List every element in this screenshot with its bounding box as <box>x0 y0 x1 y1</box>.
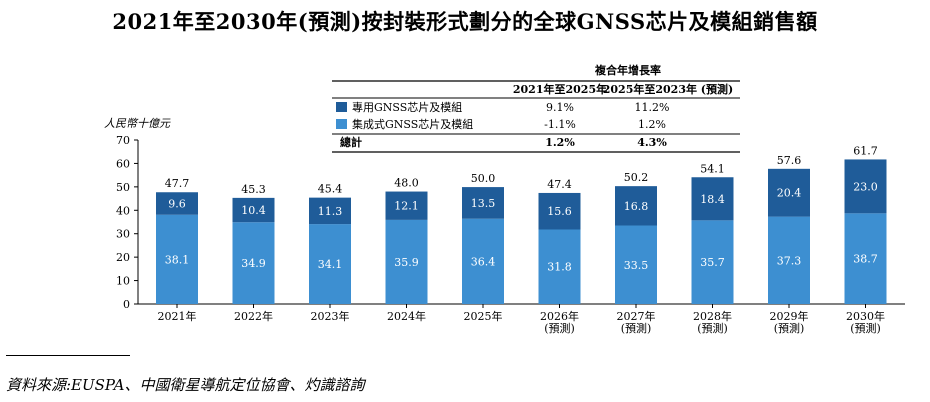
legend-label: 專用GNSS芯片及模組 <box>352 100 462 114</box>
bar-label-dedicated: 20.4 <box>777 187 802 200</box>
bar-dedicated <box>538 192 581 230</box>
x-tick-label: 2028年 <box>693 309 732 323</box>
bar-integrated <box>768 216 810 304</box>
bar-integrated <box>232 222 275 304</box>
cagr-column-header: 2025年至2023年 (預測) <box>603 82 733 96</box>
x-tick-label: (預測) <box>621 321 652 335</box>
bar-label-dedicated: 10.4 <box>241 204 266 217</box>
bar-total-label: 61.7 <box>853 144 878 157</box>
bar-total-label: 47.4 <box>547 178 572 191</box>
x-tick-label: 2029年 <box>770 309 809 323</box>
bar-total-label: 47.7 <box>165 177 190 190</box>
bar-label-integrated: 38.1 <box>165 253 190 266</box>
cagr-total-label: 總計 <box>340 135 362 149</box>
bar-label-dedicated: 11.3 <box>318 205 343 218</box>
x-tick-label: 2026年 <box>540 309 579 323</box>
bar-dedicated <box>232 197 275 223</box>
bar-total-label: 48.0 <box>394 177 419 190</box>
bar-total-label: 50.2 <box>624 171 649 184</box>
y-tick-label: 40 <box>116 204 130 217</box>
legend-swatch <box>336 102 347 112</box>
cagr-table-header: 複合年增長率 <box>594 63 661 77</box>
bar-total-label: 45.4 <box>318 183 343 196</box>
y-tick-label: 60 <box>116 157 130 170</box>
bar-total-label: 54.1 <box>700 162 725 175</box>
bar-total-label: 50.0 <box>471 172 496 185</box>
bar-label-dedicated: 13.5 <box>471 197 496 210</box>
x-tick-label: 2027年 <box>617 309 656 323</box>
bar-dedicated <box>844 159 887 214</box>
bar-label-integrated: 34.9 <box>241 257 266 270</box>
bar-integrated <box>156 214 198 304</box>
y-tick-label: 10 <box>116 275 130 288</box>
bar-label-integrated: 35.7 <box>700 256 725 269</box>
y-tick-label: 50 <box>116 181 130 194</box>
cagr-value: 11.2% <box>635 101 670 114</box>
x-tick-label: (預測) <box>850 321 881 335</box>
legend-label: 集成式GNSS芯片及模組 <box>352 117 473 131</box>
cagr-value: 9.1% <box>546 101 574 114</box>
y-tick-label: 30 <box>116 228 130 241</box>
x-tick-label: (預測) <box>697 321 728 335</box>
bar-label-dedicated: 18.4 <box>700 193 725 206</box>
y-tick-label: 70 <box>116 134 130 147</box>
bar-dedicated <box>615 186 657 226</box>
bar-label-integrated: 37.3 <box>777 254 802 267</box>
bar-integrated <box>615 225 657 304</box>
bar-dedicated <box>385 191 428 220</box>
x-tick-label: 2023年 <box>311 309 350 323</box>
bar-label-integrated: 35.9 <box>394 256 419 269</box>
cagr-value: 4.3% <box>637 136 667 149</box>
bar-label-integrated: 31.8 <box>547 261 572 274</box>
bar-label-integrated: 38.7 <box>853 253 878 266</box>
bar-label-dedicated: 9.6 <box>168 197 186 210</box>
y-axis-label: 人民幣十億元 <box>104 117 171 130</box>
x-tick-label: (預測) <box>774 321 805 335</box>
bar-label-integrated: 36.4 <box>471 255 496 268</box>
y-tick-label: 0 <box>123 298 130 311</box>
legend-swatch <box>336 119 347 129</box>
bar-integrated <box>844 213 887 304</box>
bar-dedicated <box>768 168 810 217</box>
bar-label-integrated: 33.5 <box>624 259 649 272</box>
bar-label-integrated: 34.1 <box>318 258 343 271</box>
x-tick-label: 2021年 <box>158 309 197 323</box>
bar-label-dedicated: 12.1 <box>394 200 419 213</box>
bar-integrated <box>309 224 351 304</box>
chart-title: 2021年至2030年(預測)按封裝形式劃分的全球GNSS芯片及模組銷售額 <box>112 9 818 34</box>
bar-label-dedicated: 23.0 <box>853 180 878 193</box>
bar-label-dedicated: 16.8 <box>624 200 649 213</box>
cagr-column-header: 2021年至2025年 <box>513 82 607 96</box>
bar-dedicated <box>462 187 504 219</box>
bar-integrated <box>385 219 428 304</box>
x-tick-label: 2025年 <box>464 309 503 323</box>
bar-label-dedicated: 15.6 <box>547 205 572 218</box>
bar-integrated <box>462 218 504 304</box>
cagr-value: 1.2% <box>545 136 575 149</box>
source-note: 資料來源:EUSPA、中國衛星導航定位協會、灼識諮詢 <box>6 376 365 394</box>
bar-integrated <box>538 229 581 304</box>
y-tick-label: 20 <box>116 251 130 264</box>
x-tick-label: 2022年 <box>234 309 273 323</box>
bar-dedicated <box>309 197 351 225</box>
bar-dedicated <box>156 192 198 215</box>
bar-total-label: 57.6 <box>777 154 802 167</box>
cagr-value: -1.1% <box>544 118 576 131</box>
x-tick-label: 2024年 <box>387 309 426 323</box>
source-divider <box>6 355 130 356</box>
bar-integrated <box>691 220 734 304</box>
x-tick-label: 2030年 <box>846 309 885 323</box>
cagr-value: 1.2% <box>638 118 666 131</box>
x-tick-label: (預測) <box>544 321 575 335</box>
bar-total-label: 45.3 <box>241 183 266 196</box>
bar-dedicated <box>691 177 734 221</box>
